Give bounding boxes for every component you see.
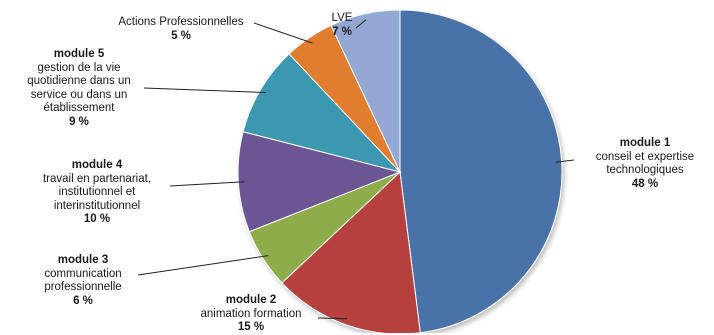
label-module-3-desc-1: professionnelle bbox=[44, 281, 122, 293]
leader-module-1 bbox=[555, 159, 575, 163]
label-module-2-pct: 15 % bbox=[237, 321, 265, 333]
label-module-5-desc-1: quotidienne dans un bbox=[27, 75, 131, 87]
leader-module-2 bbox=[317, 317, 348, 320]
label-module-1: module 1 conseil et expertise technologi… bbox=[580, 137, 710, 191]
label-lve-pct: 7 % bbox=[332, 25, 352, 38]
label-module-3-pct: 6 % bbox=[73, 294, 93, 307]
label-lve-desc-0: LVE bbox=[331, 12, 353, 24]
label-module-3-desc-0: communication bbox=[44, 267, 122, 280]
label-module-5-desc-3: établissement bbox=[43, 102, 115, 114]
slice-module-1 bbox=[399, 9, 563, 333]
label-module-4-desc-0: travail en partenariat, bbox=[42, 172, 152, 185]
label-module-2-title: module 2 bbox=[225, 294, 277, 306]
label-module-5-title: module 5 bbox=[53, 48, 105, 60]
label-actions-desc-0: Actions Professionnelles bbox=[118, 16, 244, 28]
label-actions-pct: 5 % bbox=[171, 29, 191, 42]
label-module-5-desc-2: service ou dans un bbox=[30, 88, 128, 101]
label-module-1-title: module 1 bbox=[619, 137, 671, 149]
label-module-5: module 5 gestion de la vie quotidienne d… bbox=[14, 48, 144, 129]
label-module-4-desc-1: institutionnel et bbox=[58, 186, 136, 198]
slice-module-5 bbox=[242, 53, 402, 173]
label-module-4: module 4 travail en partenariat, institu… bbox=[24, 159, 170, 227]
leader-module-4 bbox=[169, 181, 245, 187]
label-module-5-desc-0: gestion de la vie bbox=[37, 61, 121, 74]
label-lve: LVE 7 % bbox=[322, 12, 362, 39]
label-module-3-title: module 3 bbox=[57, 254, 109, 266]
label-module-4-pct: 10 % bbox=[83, 213, 111, 225]
leader-module-5 bbox=[143, 87, 266, 94]
label-module-4-title: module 4 bbox=[71, 159, 123, 171]
label-module-2: module 2 animation formation 15 % bbox=[186, 294, 316, 335]
leader-module-3 bbox=[137, 255, 269, 276]
label-module-1-pct: 48 % bbox=[631, 177, 659, 190]
label-module-1-desc-1: technologiques bbox=[606, 164, 684, 176]
slice-lve bbox=[330, 9, 401, 173]
slice-module-2 bbox=[281, 170, 421, 333]
leader-actions-professionnelles bbox=[253, 22, 313, 44]
label-module-4-desc-2: interinstitutionnel bbox=[53, 199, 141, 212]
label-module-1-desc-0: conseil et expertise bbox=[595, 150, 695, 163]
label-module-3: module 3 communication professionnelle 6… bbox=[30, 254, 136, 308]
leader-lve bbox=[355, 19, 367, 29]
label-actions-professionnelles: Actions Professionnelles 5 % bbox=[108, 16, 254, 43]
label-module-2-desc-0: animation formation bbox=[200, 307, 302, 320]
label-module-5-pct: 9 % bbox=[69, 115, 89, 128]
